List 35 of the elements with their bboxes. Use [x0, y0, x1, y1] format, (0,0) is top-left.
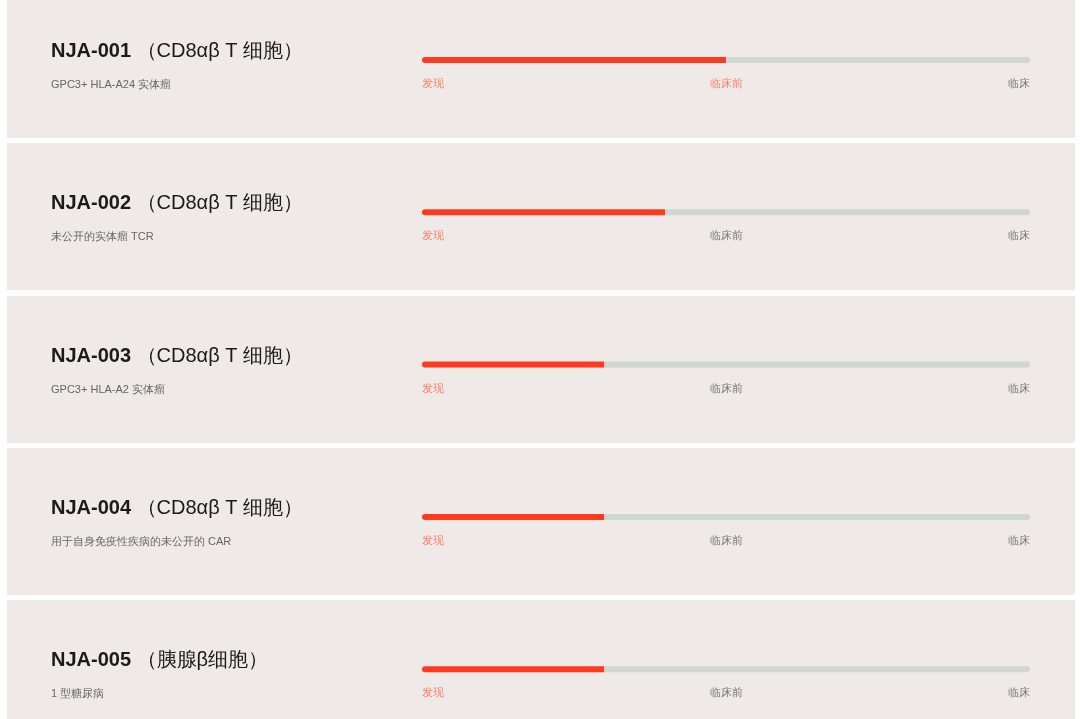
text: 发现 [422, 533, 444, 546]
y-tick-label: NJA-003 （CD8αβ T 细胞） [51, 343, 303, 366]
text: 未公开的实体瘤 TCR [51, 230, 154, 243]
annotation: 发现 [422, 77, 444, 89]
text: 1 型糖尿病 [51, 687, 105, 700]
bar [422, 209, 666, 216]
text: 用于自身免疫性疾病的未公开的 CAR [51, 534, 232, 547]
text: 临床 [1008, 229, 1030, 242]
text: GPC3+ HLA-A2 实体瘤 [51, 382, 166, 395]
text: 临床 [1008, 381, 1030, 394]
text: 发现 [422, 381, 444, 394]
bar [665, 209, 1030, 216]
text: 临床前 [709, 381, 743, 394]
text: GPC3+ HLA-A24 实体瘤 [51, 78, 172, 90]
y-tick-label: NJA-002 （CD8αβ T 细胞） [51, 191, 303, 214]
annotation: 临床前 [709, 77, 743, 89]
y-tick-label: NJA-001 （CD8αβ T 细胞） [51, 39, 303, 61]
annotation: 临床 [1008, 77, 1030, 89]
bar [422, 666, 605, 673]
text: 临床 [1008, 686, 1030, 699]
text: 发现 [422, 686, 444, 699]
bar [422, 513, 605, 520]
text: 临床前 [709, 686, 743, 699]
y-tick-label: NJA-004 （CD8αβ T 细胞） [51, 495, 303, 518]
text: 临床 [1008, 533, 1030, 546]
text: 临床前 [709, 533, 743, 546]
bar [604, 361, 1030, 368]
text: 发现 [422, 229, 444, 242]
bar [604, 666, 1030, 673]
text: 临床前 [709, 229, 743, 242]
bar [422, 57, 726, 63]
y-tick-label: NJA-005 （胰腺β细胞） [51, 648, 269, 671]
bar [726, 57, 1030, 63]
bar [422, 361, 605, 368]
bar [604, 513, 1030, 520]
